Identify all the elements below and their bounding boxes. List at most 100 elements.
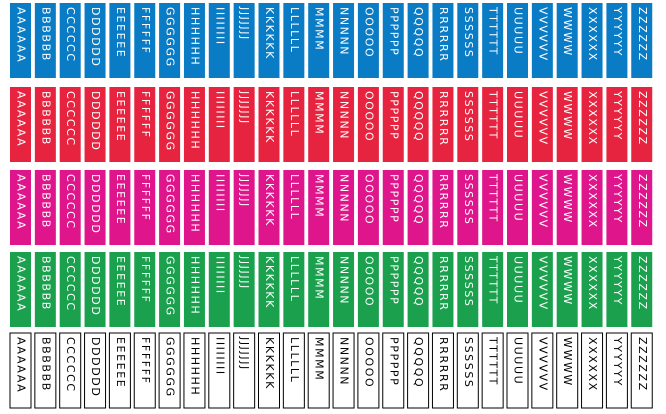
label-text: LLLLLL (288, 91, 301, 137)
label-text: UUUUU (512, 337, 525, 385)
label-text: SSSSSS (462, 91, 475, 143)
label-text: AAAAAA (15, 337, 28, 393)
label-text: OOOOO (362, 174, 375, 225)
label-text: GGGGGG (164, 91, 177, 152)
label-text: TTTTTT (487, 173, 500, 223)
label-strip (233, 252, 255, 327)
label-text: QQQQQ (412, 174, 425, 225)
label-strip (556, 170, 578, 245)
label-strip (233, 332, 256, 409)
label-text: NNNNN (338, 256, 351, 305)
label-text: DDDDDD (89, 174, 102, 234)
label-strip (507, 252, 528, 327)
label-strip (183, 252, 205, 327)
label-text: JJJJJJJ (238, 336, 251, 371)
label-strip (208, 332, 231, 409)
label-strip (556, 332, 579, 409)
label-strip (233, 170, 255, 245)
label-text: XXXXXX (586, 256, 599, 311)
label-text: FFFFFF (139, 256, 152, 304)
label-text: XXXXXX (586, 174, 599, 229)
label-strip (332, 332, 355, 409)
label-text: PPPPPP (387, 91, 400, 140)
label-strip (10, 170, 31, 245)
label-strip (333, 252, 355, 327)
label-text: UUUUU (512, 174, 525, 222)
label-strip (307, 332, 330, 409)
label-text: HHHHHH (188, 337, 201, 396)
label-text: AAAAAA (15, 256, 28, 312)
label-text: WWWW (561, 174, 574, 224)
label-strip (605, 332, 628, 409)
label-strip (233, 3, 255, 78)
label-strip (482, 170, 504, 245)
label-strip (10, 252, 31, 327)
label-strip (84, 3, 106, 78)
label-text: TTTTTT (487, 6, 500, 56)
label-text: KKKKKK (263, 337, 276, 390)
label-strip (10, 3, 31, 78)
label-text: ZZZZZZ (636, 91, 649, 146)
label-text: YYYYYY (611, 255, 624, 306)
label-text: YYYYYY (611, 173, 624, 224)
label-strip (258, 252, 280, 327)
label-text: RRRRRR (437, 337, 450, 392)
label-text: CCCCCC (64, 337, 77, 393)
label-strip (457, 252, 479, 327)
label-text: RRRRRR (437, 91, 450, 146)
label-strip (631, 252, 653, 327)
label-strip (506, 332, 529, 409)
label-strip (357, 252, 379, 327)
label-strip (308, 3, 330, 78)
label-text: AAAAAA (15, 7, 28, 63)
label-text: LLLLLL (288, 7, 301, 53)
label-strip (457, 87, 479, 162)
label-strip (482, 87, 504, 162)
label-strip (134, 87, 156, 162)
label-strip (606, 252, 628, 327)
label-strip (283, 252, 305, 327)
label-strip (556, 87, 578, 162)
label-strip (159, 252, 181, 327)
label-text: PPPPPP (387, 337, 400, 386)
label-strip (84, 87, 106, 162)
label-text: NNNNN (338, 337, 351, 386)
label-strip (407, 87, 429, 162)
label-strip (432, 3, 454, 78)
label-strip (183, 332, 206, 409)
label-strip (631, 3, 653, 78)
label-text: YYYYYY (611, 336, 624, 387)
label-text: HHHHHH (188, 91, 201, 150)
label-strip (507, 87, 528, 162)
label-strip (308, 170, 330, 245)
label-text: ZZZZZZ (636, 256, 649, 311)
label-text: QQQQQ (412, 7, 425, 58)
label-text: XXXXXX (586, 7, 599, 62)
label-strip (159, 170, 181, 245)
label-strip (134, 170, 156, 245)
label-text: RRRRRR (437, 174, 450, 229)
label-strip (606, 87, 628, 162)
label-text: QQQQQ (412, 256, 425, 307)
label-text: HHHHHH (188, 256, 201, 315)
label-strip (581, 3, 603, 78)
label-strip (282, 332, 305, 409)
label-text: HHHHHH (188, 7, 201, 66)
label-text: IIIIIIII (213, 174, 226, 213)
label-text: EEEEEE (114, 337, 127, 388)
label-strip (9, 332, 32, 409)
label-text: WWWW (561, 91, 574, 141)
label-text: FFFFFF (139, 7, 152, 55)
label-strip (333, 3, 355, 78)
label-strip (631, 170, 653, 245)
label-strip (630, 332, 653, 409)
label-strip (432, 170, 454, 245)
label-text: KKKKKK (263, 174, 276, 227)
label-text: GGGGGG (164, 256, 177, 317)
label-text: EEEEEE (114, 91, 127, 142)
label-strip (159, 87, 181, 162)
label-text: KKKKKK (263, 91, 276, 144)
label-strip (606, 3, 628, 78)
label-text: JJJJJJJ (238, 6, 251, 41)
